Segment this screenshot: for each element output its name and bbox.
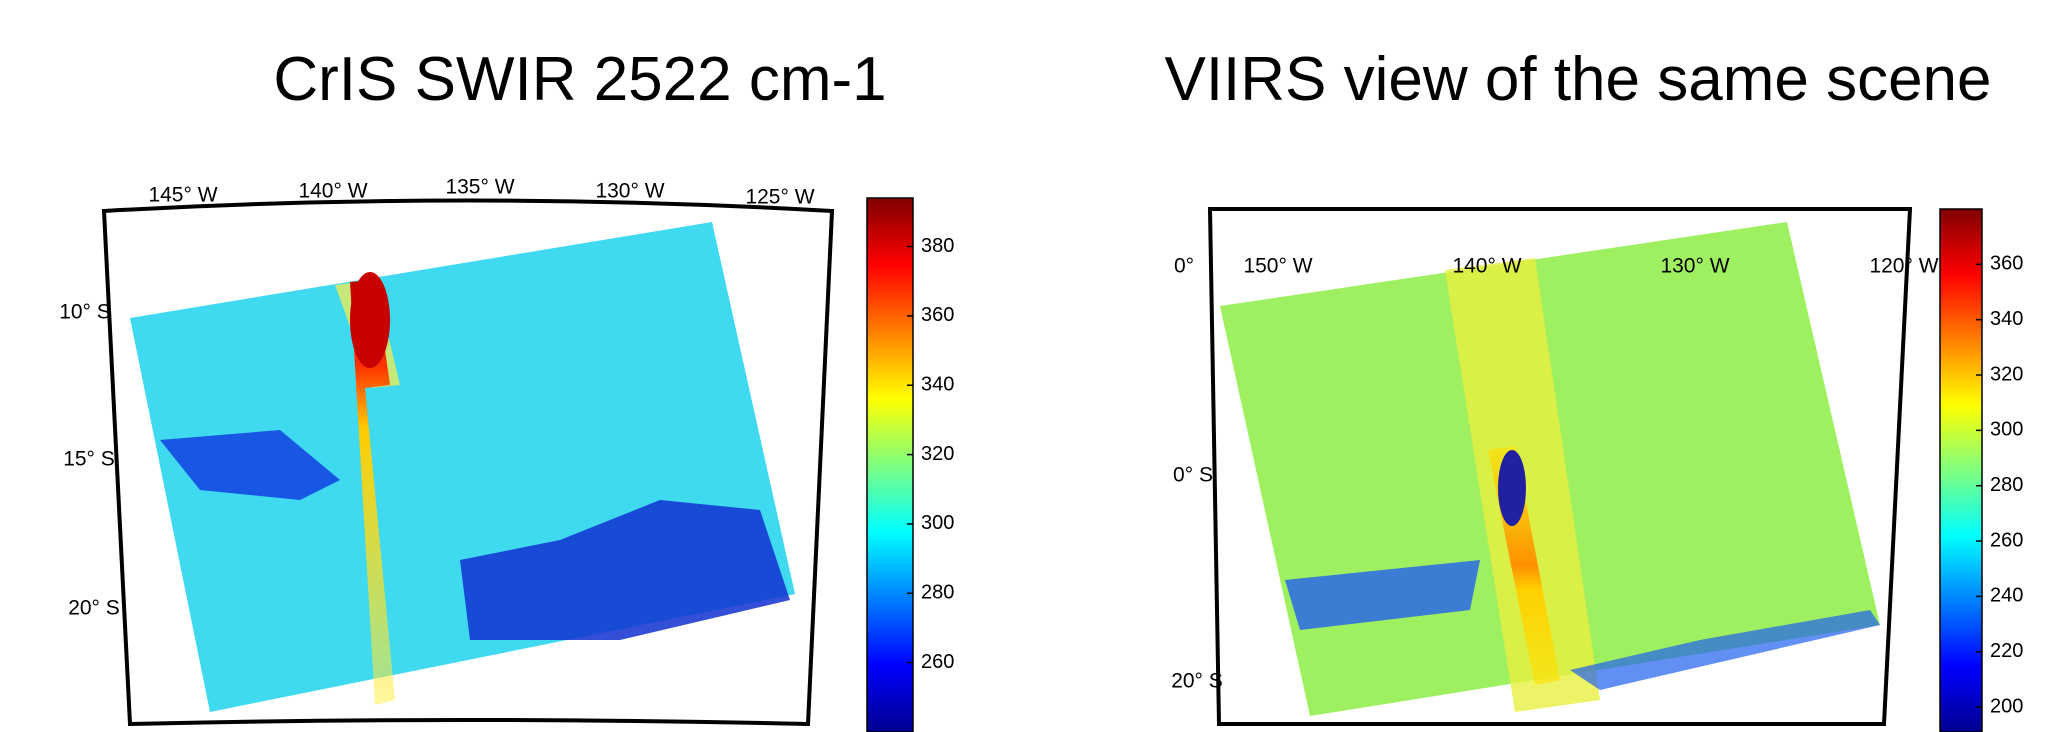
fire-streak	[350, 280, 395, 705]
lon-label: 130° W	[1660, 255, 1729, 278]
colorbar-tick-label: 300	[921, 512, 954, 534]
colorbar-tick-label: 200	[1990, 695, 2023, 717]
map-right	[1207, 207, 1913, 726]
lat-label: 0° S	[1173, 464, 1213, 487]
lat-label: 10° S	[59, 301, 111, 324]
lon-label: 125° W	[745, 186, 814, 209]
lat-label: 15° S	[63, 448, 115, 471]
map-left	[101, 198, 835, 727]
colorbar-tick-label: 360	[921, 304, 954, 326]
lat-label: 20° S	[68, 597, 120, 620]
colorbar-tick-label: 380	[921, 235, 954, 257]
colorbar-tick-label: 340	[1990, 308, 2023, 330]
colorbar-tick-label: 280	[1990, 474, 2023, 496]
lon-label: 135° W	[445, 176, 514, 199]
cloud	[460, 500, 790, 640]
lat-label: 20° S	[1171, 670, 1223, 693]
map-frame	[101, 198, 835, 727]
colorbar	[866, 197, 914, 732]
cloud	[1285, 560, 1480, 630]
cloud	[160, 430, 340, 500]
hot-spot	[350, 272, 390, 368]
colorbar-tick-label: 300	[1990, 419, 2023, 441]
lon-label: 120° W	[1869, 255, 1938, 278]
colorbar-tick-label: 280	[921, 582, 954, 604]
colorbar-tick-label: 320	[921, 443, 954, 465]
cloud	[1570, 610, 1880, 690]
colorbar-tick-label: 320	[1990, 363, 2023, 385]
panel-title: CrIS SWIR 2522 cm-1	[273, 45, 886, 114]
colorbar-tick-label: 220	[1990, 640, 2023, 662]
lat-label: 0°	[1174, 255, 1194, 278]
colorbar-tick-label: 240	[1990, 585, 2023, 607]
lon-label: 150° W	[1243, 255, 1312, 278]
lon-label: 140° W	[298, 180, 367, 203]
colorbar-tick-label: 340	[921, 374, 954, 396]
lon-label: 145° W	[148, 184, 217, 207]
lon-label: 140° W	[1452, 255, 1521, 278]
hot-spot	[1498, 450, 1526, 526]
panel-title: VIIRS view of the same scene	[1164, 45, 1991, 114]
map-frame	[1207, 207, 1913, 726]
colorbar-tick-label: 260	[921, 651, 954, 673]
colorbar-tick-label: 360	[1990, 253, 2023, 275]
colorbar	[1939, 208, 1983, 732]
colorbar-tick-label: 260	[1990, 529, 2023, 551]
lon-label: 130° W	[595, 180, 664, 203]
